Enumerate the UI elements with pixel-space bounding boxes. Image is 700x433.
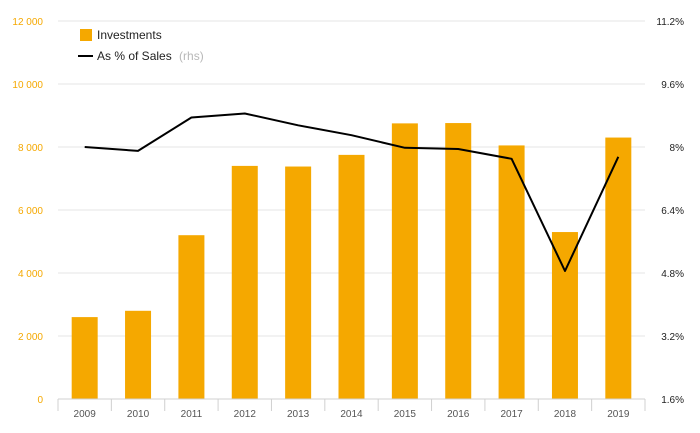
y-right-tick-label: 9.6% bbox=[661, 80, 684, 91]
x-tick-label: 2009 bbox=[74, 409, 97, 420]
x-tick-label: 2011 bbox=[181, 409, 203, 420]
bar-investments-2012 bbox=[231, 165, 258, 399]
axes: 0 2 000 4 000 6 000 8 000 10 000 12 000 1.6% 3.2… bbox=[12, 17, 684, 420]
bar-investments-2011 bbox=[178, 235, 205, 399]
bar-investments-2013 bbox=[285, 166, 312, 399]
y-right-tick-label: 1.6% bbox=[661, 395, 684, 406]
y-left-tick-label: 2 000 bbox=[18, 332, 43, 343]
line-percent-of-sales bbox=[84, 112, 620, 272]
x-tick-label: 2015 bbox=[394, 409, 417, 420]
bar-investments-2009 bbox=[71, 317, 98, 399]
x-tick-label: 2012 bbox=[234, 409, 257, 420]
legend: Investments As % of Sales (rhs) bbox=[78, 28, 204, 63]
y-right-tick-label: 8% bbox=[670, 143, 685, 154]
x-tick-label: 2014 bbox=[340, 409, 363, 420]
bar-series bbox=[71, 123, 632, 400]
y-left-tick-label: 10 000 bbox=[12, 80, 43, 91]
line-series bbox=[84, 112, 620, 272]
y-left-tick-label: 6 000 bbox=[18, 206, 43, 217]
bar-investments-2016 bbox=[445, 123, 472, 399]
bar-investments-2019 bbox=[605, 137, 632, 400]
y-left-tick-label: 8 000 bbox=[18, 143, 43, 154]
bar-investments-2018 bbox=[551, 232, 578, 399]
legend-label-percent-of-sales: As % of Sales (rhs) bbox=[97, 49, 204, 63]
y-right-tick-label: 6.4% bbox=[661, 206, 684, 217]
x-tick-label: 2018 bbox=[554, 409, 577, 420]
legend-label-rhs: (rhs) bbox=[179, 49, 204, 63]
x-tick-label: 2010 bbox=[127, 409, 150, 420]
y-left-tick-label: 0 bbox=[37, 395, 43, 406]
bar-investments-2015 bbox=[391, 123, 418, 399]
x-tick-label: 2019 bbox=[607, 409, 630, 420]
legend-label-percent-of-sales-main: As % of Sales bbox=[97, 49, 172, 63]
bar-investments-2017 bbox=[498, 145, 525, 399]
x-tick-label: 2017 bbox=[500, 409, 523, 420]
y-left-tick-label: 12 000 bbox=[12, 17, 43, 28]
x-tick-label: 2013 bbox=[287, 409, 310, 420]
y-right-tick-label: 3.2% bbox=[661, 332, 684, 343]
bar-investments-2010 bbox=[125, 310, 152, 399]
bar-investments-2014 bbox=[338, 154, 365, 399]
legend-swatch-investments bbox=[80, 29, 92, 41]
legend-label-investments: Investments bbox=[97, 28, 162, 42]
y-left-tick-label: 4 000 bbox=[18, 269, 43, 280]
y-right-tick-label: 11.2% bbox=[656, 17, 684, 28]
x-tick-label: 2016 bbox=[447, 409, 470, 420]
y-right-tick-label: 4.8% bbox=[661, 269, 684, 280]
